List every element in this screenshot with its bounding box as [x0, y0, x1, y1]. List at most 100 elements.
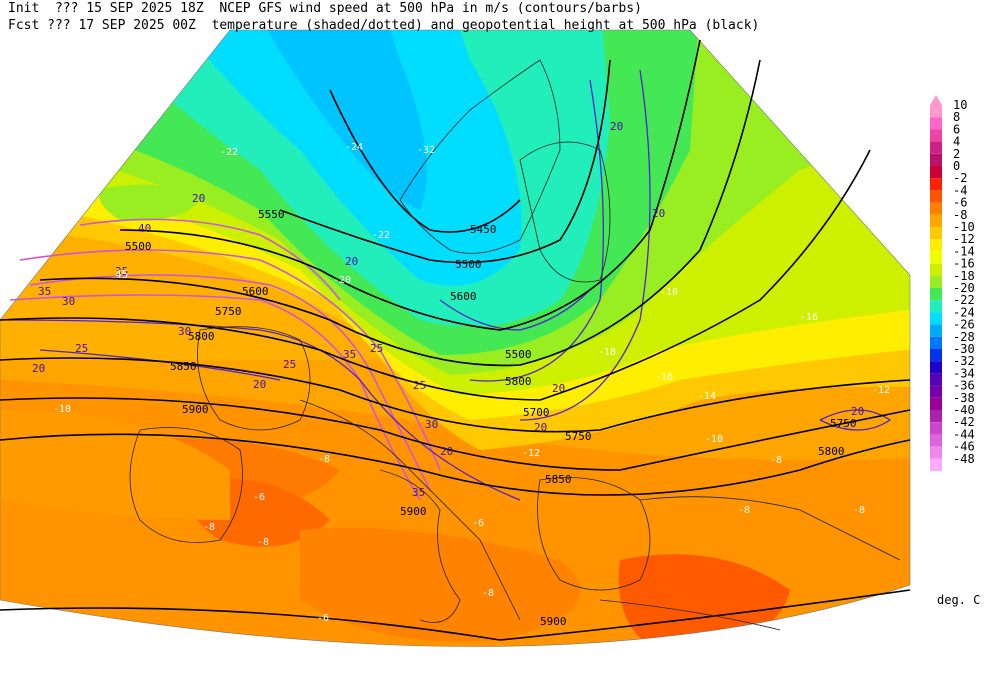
temp-label: -22 — [372, 230, 390, 241]
height-label: 5750 — [565, 430, 592, 443]
temp-label: -10 — [660, 287, 678, 298]
colorbar-swatch — [930, 214, 942, 227]
temp-label: -8 — [853, 505, 865, 516]
temp-label: -6 — [253, 492, 265, 503]
height-labels: 5550 5500 5450 5500 5600 5500 5750 5800 … — [125, 208, 857, 628]
wind-label: 20 — [610, 120, 623, 133]
colorbar-tick-label: 0 — [953, 159, 960, 173]
temp-label: -16 — [655, 372, 673, 383]
colorbar-tick-label: -26 — [953, 318, 975, 332]
wind-label: 30 — [62, 295, 75, 308]
wind-label: 20 — [192, 192, 205, 205]
header-init-line: Init ??? 15 SEP 2025 18Z NCEP GFS wind s… — [8, 1, 642, 16]
wind-label: 20 — [32, 362, 45, 375]
height-label: 5850 — [545, 473, 572, 486]
colorbar-tick-label: -2 — [953, 171, 967, 185]
colorbar-tick-label: -32 — [953, 354, 975, 368]
wind-label: 35 — [115, 265, 128, 278]
temp-label: -8 — [203, 522, 215, 533]
colorbar-swatch — [930, 349, 942, 362]
colorbar-tick-label: -30 — [953, 342, 975, 356]
wind-label: 35 — [343, 348, 356, 361]
colorbar-tick-label: 6 — [953, 122, 960, 136]
height-label: 5750 — [215, 305, 242, 318]
colorbar-tick-label: -20 — [953, 281, 975, 295]
colorbar-swatch — [930, 239, 942, 252]
temp-label: -22 — [220, 147, 238, 158]
temperature-colorbar: 1086420-2-4-6-8-10-12-14-16-18-20-22-24-… — [930, 95, 975, 471]
wind-label: 30 — [425, 418, 438, 431]
height-label: 5800 — [188, 330, 215, 343]
temp-label: -24 — [345, 142, 363, 153]
wind-label: 25 — [75, 342, 88, 355]
colorbar-swatch — [930, 227, 942, 240]
colorbar-swatch — [930, 190, 942, 203]
colorbar-swatch — [930, 117, 942, 130]
temp-label: -18 — [598, 347, 616, 358]
colorbar-swatch — [930, 312, 942, 325]
wind-label: 20 — [552, 382, 565, 395]
colorbar-swatch — [930, 434, 942, 447]
colorbar-tick-label: -24 — [953, 305, 975, 319]
colorbar-swatch — [930, 324, 942, 337]
temp-label: -10 — [705, 434, 723, 445]
temp-label: -8 — [318, 454, 330, 465]
temperature-labels: -24 -22 -32 -22 -20 -18 -16 -14 -12 -10 … — [53, 142, 890, 624]
colorbar-tick-label: -22 — [953, 293, 975, 307]
temp-label: -20 — [333, 275, 351, 286]
wind-label: 25 — [283, 358, 296, 371]
height-label: 5600 — [242, 285, 269, 298]
height-label: 5500 — [505, 348, 532, 361]
height-label: 5450 — [470, 223, 497, 236]
wind-label: 35 — [38, 285, 51, 298]
colorbar-swatch — [930, 105, 942, 118]
colorbar-swatch — [930, 300, 942, 313]
colorbar-swatch — [930, 458, 942, 471]
height-label: 5500 — [455, 258, 482, 271]
colorbar-swatch — [930, 202, 942, 215]
temp-label: -16 — [800, 312, 818, 323]
temp-label: -8 — [738, 505, 750, 516]
colorbar-swatch — [930, 336, 942, 349]
height-label: 5900 — [400, 505, 427, 518]
colorbar-tick-label: -4 — [953, 183, 967, 197]
chart-header: Init ??? 15 SEP 2025 18Z NCEP GFS wind s… — [8, 0, 759, 34]
temp-label: -12 — [522, 448, 540, 459]
colorbar-swatch — [930, 446, 942, 459]
wind-label: 20 — [534, 421, 547, 434]
wind-label: 30 — [178, 325, 191, 338]
colorbar-swatch — [930, 153, 942, 166]
colorbar-swatch — [930, 361, 942, 374]
colorbar-tick-label: -16 — [953, 257, 975, 271]
height-label: 5600 — [450, 290, 477, 303]
temp-label: -6 — [472, 518, 484, 529]
colorbar-tick-label: -6 — [953, 196, 967, 210]
colorbar-tick-label: 10 — [953, 98, 967, 112]
colorbar-arrow-top — [930, 95, 942, 105]
colorbar-tick-label: 4 — [953, 135, 960, 149]
header-forecast-line: Fcst ??? 17 SEP 2025 00Z temperature (sh… — [8, 18, 760, 33]
wind-label: 20 — [345, 255, 358, 268]
wind-label: 20 — [253, 378, 266, 391]
colorbar-swatch — [930, 385, 942, 398]
colorbar-tick-label: -34 — [953, 366, 975, 380]
geopotential-height-contours — [0, 39, 911, 641]
wind-label: 25 — [413, 379, 426, 392]
colorbar-tick-label: -46 — [953, 440, 975, 454]
height-label: 5900 — [182, 403, 209, 416]
jet-wind-contours — [9, 218, 441, 501]
height-label: 5800 — [505, 375, 532, 388]
colorbar-tick-label: -36 — [953, 379, 975, 393]
wind-label: 40 — [138, 222, 151, 235]
colorbar-swatch — [930, 410, 942, 423]
height-label: 5700 — [523, 406, 550, 419]
wind-label: 20 — [652, 207, 665, 220]
wind-label: 25 — [370, 342, 383, 355]
colorbar-tick-label: -28 — [953, 330, 975, 344]
colorbar-swatch — [930, 251, 942, 264]
colorbar-swatch — [930, 166, 942, 179]
colorbar-unit-label: deg. C — [937, 593, 981, 607]
colorbar-tick-label: -8 — [953, 208, 967, 222]
